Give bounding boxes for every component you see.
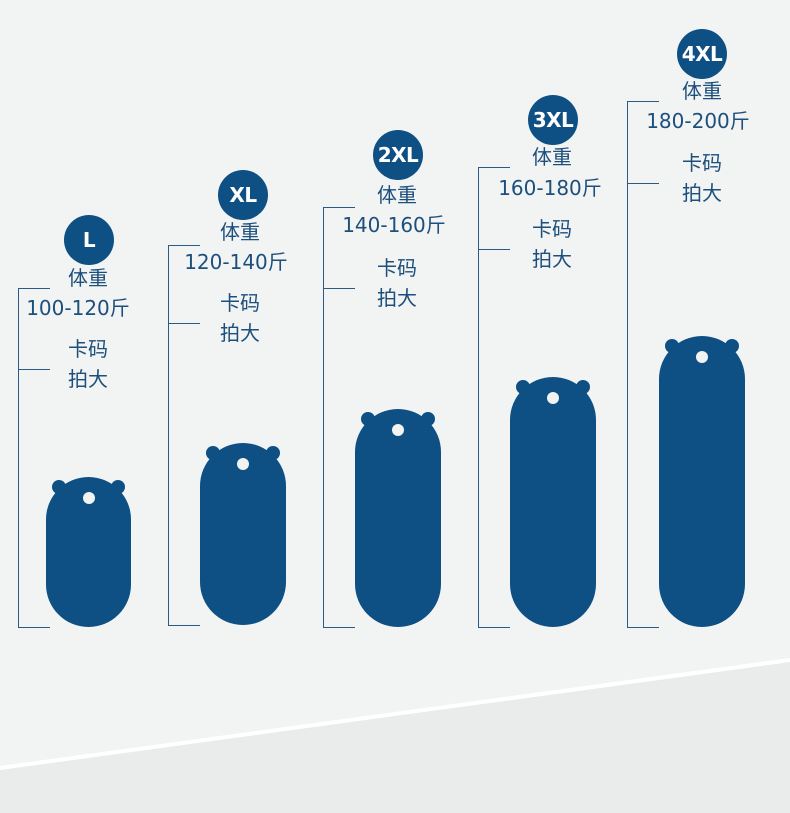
note-line-2: 拍大: [532, 247, 572, 271]
size-body-shape: [355, 409, 441, 627]
bracket-tick-bottom: [168, 625, 200, 626]
bracket-line: [627, 101, 628, 627]
note-line-1: 卡码: [682, 151, 722, 175]
size-badge: 3XL: [528, 95, 578, 145]
eye-dot: [696, 351, 708, 363]
bracket-tick-mid: [478, 249, 510, 250]
weight-label: 体重: [377, 183, 417, 207]
bracket-tick-bottom: [478, 627, 510, 628]
bracket-tick-mid: [627, 183, 659, 184]
bracket-tick-mid: [323, 288, 355, 289]
size-body-shape: [200, 443, 286, 625]
weight-range: 120-140斤: [184, 250, 288, 274]
bracket-tick-bottom: [627, 627, 659, 628]
bracket-tick-mid: [18, 369, 50, 370]
weight-range: 100-120斤: [26, 296, 130, 320]
bracket-line: [478, 167, 479, 627]
weight-range: 140-160斤: [342, 213, 446, 237]
note-line-1: 卡码: [377, 256, 417, 280]
size-badge: 2XL: [373, 130, 423, 180]
size-body-shape: [659, 336, 745, 627]
bracket-line: [168, 245, 169, 625]
bracket-tick-top: [323, 207, 355, 208]
bracket-tick-bottom: [323, 627, 355, 628]
weight-label: 体重: [68, 266, 108, 290]
bracket-tick-top: [627, 101, 659, 102]
eye-dot: [82, 492, 95, 504]
note-line-2: 拍大: [220, 321, 260, 345]
bracket-tick-top: [18, 288, 50, 289]
eye-dot: [547, 392, 559, 404]
note-line-2: 拍大: [682, 181, 722, 205]
bracket-tick-top: [168, 245, 200, 246]
weight-label: 体重: [682, 79, 722, 103]
size-badge: 4XL: [677, 29, 727, 79]
bracket-tick-bottom: [18, 627, 50, 628]
bracket-line: [18, 288, 19, 627]
size-badge: XL: [218, 170, 268, 220]
bracket-tick-mid: [168, 323, 200, 324]
weight-label: 体重: [532, 145, 572, 169]
size-body-shape: [510, 377, 596, 627]
eye-dot: [392, 424, 404, 436]
note-line-1: 卡码: [220, 291, 260, 315]
bracket-tick-top: [478, 167, 510, 168]
bracket-line: [323, 207, 324, 627]
weight-label: 体重: [220, 220, 260, 244]
size-badge: L: [64, 215, 114, 265]
weight-range: 180-200斤: [646, 109, 750, 133]
note-line-1: 卡码: [68, 337, 108, 361]
note-line-2: 拍大: [377, 286, 417, 310]
note-line-2: 拍大: [68, 367, 108, 391]
note-line-1: 卡码: [532, 217, 572, 241]
eye-dot: [237, 458, 249, 470]
weight-range: 160-180斤: [498, 176, 602, 200]
